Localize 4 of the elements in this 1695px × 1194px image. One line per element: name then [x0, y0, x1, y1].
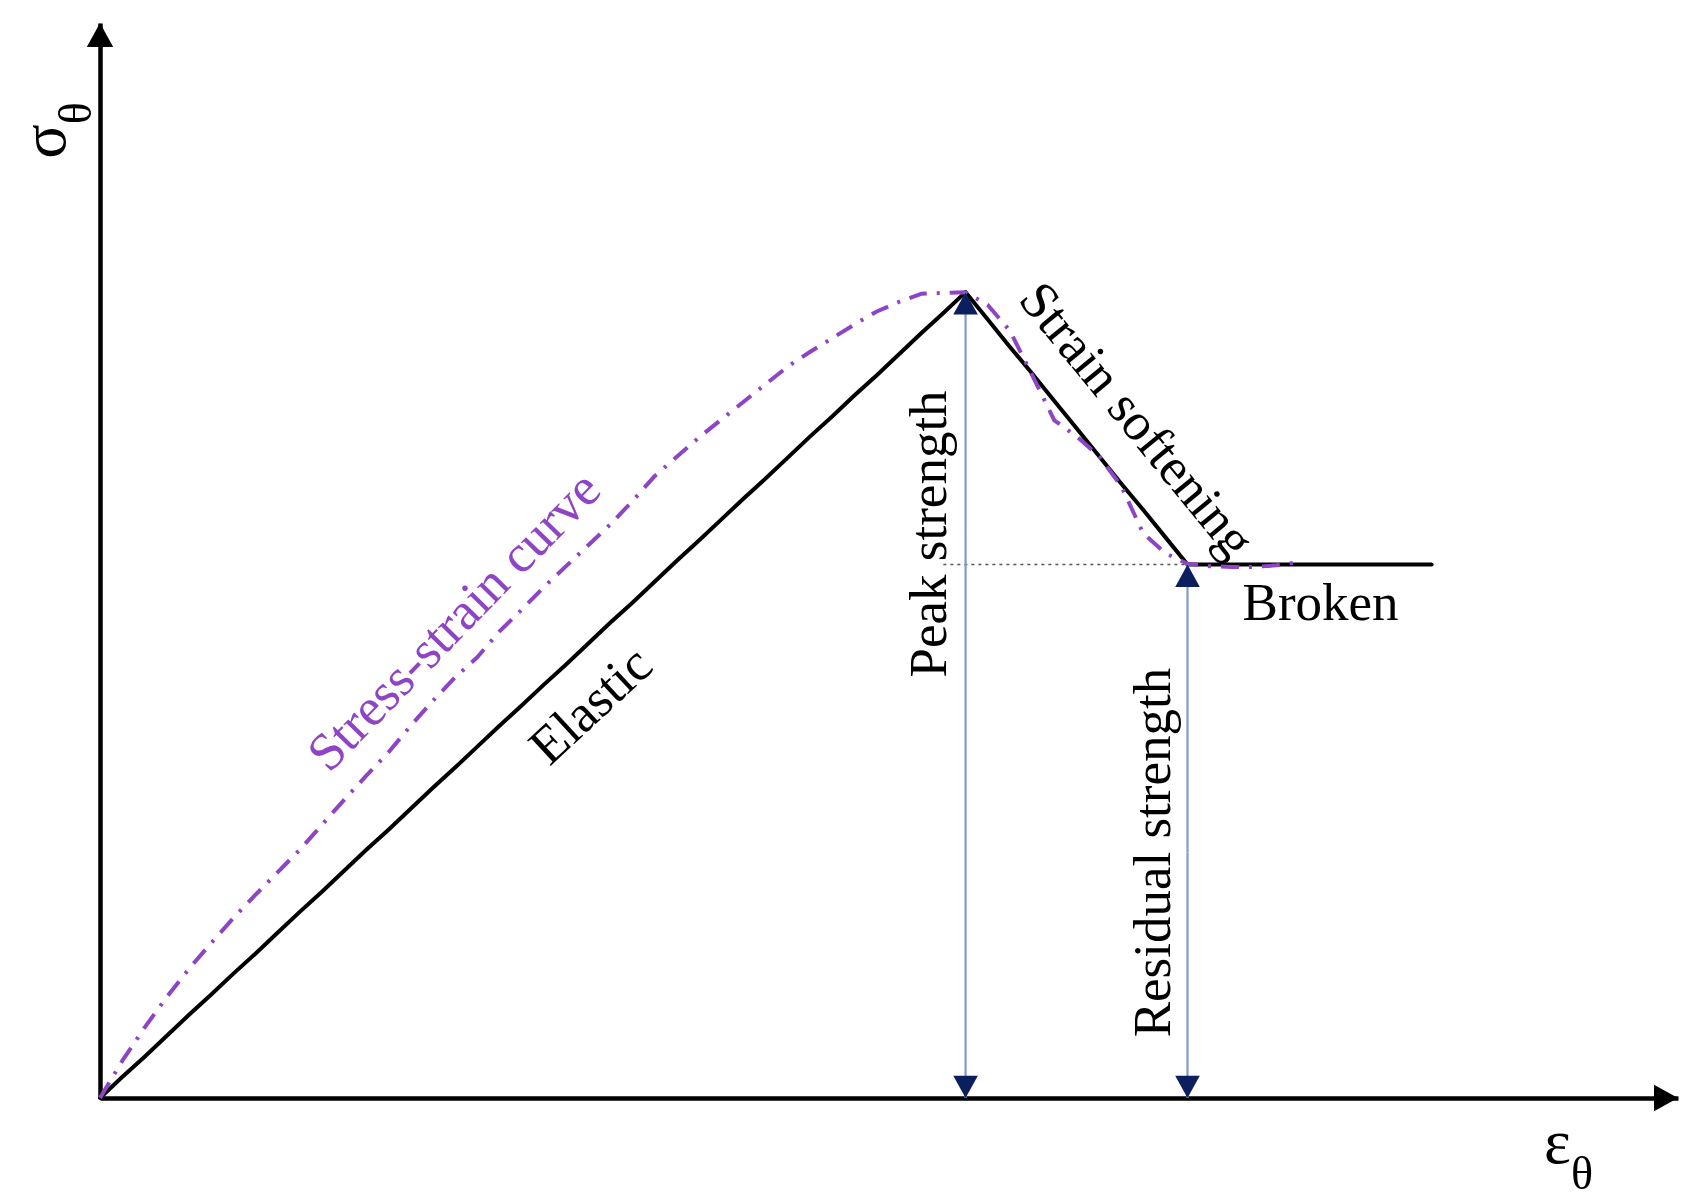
series-label: Broken [1242, 572, 1399, 631]
x-axis-title: ε$_{θ}$ [1544, 1105, 1593, 1194]
annotation: Residual strength [1122, 667, 1181, 1038]
annotation: Peak strength [898, 390, 957, 678]
